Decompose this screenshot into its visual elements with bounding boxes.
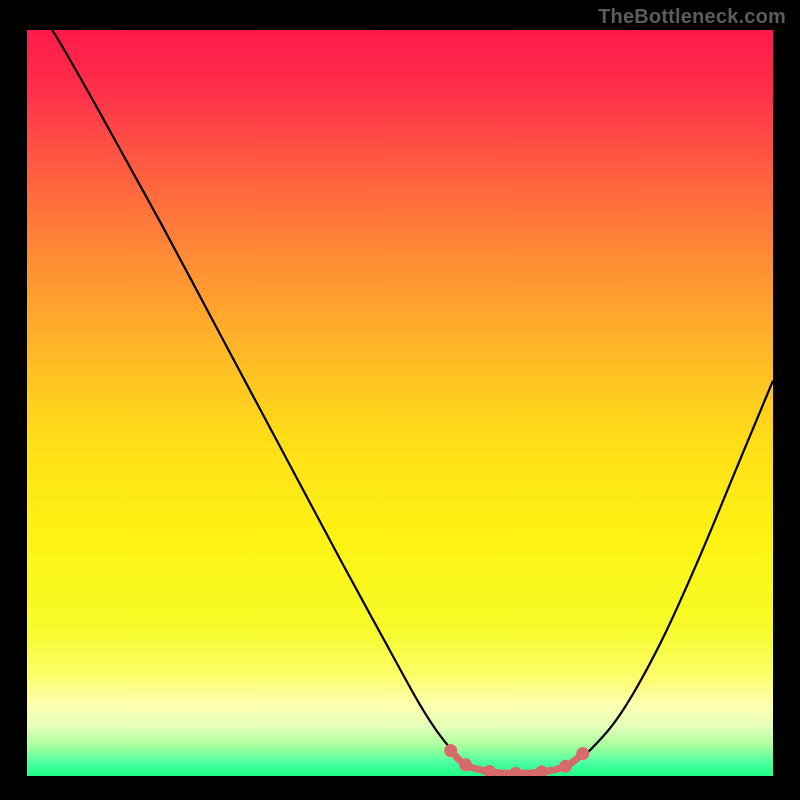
curve-marker (576, 747, 589, 760)
curve-marker (559, 760, 572, 773)
curve-marker (444, 744, 457, 757)
gradient-background (27, 30, 773, 776)
curve-marker (459, 758, 472, 771)
watermark-text: TheBottleneck.com (598, 6, 786, 29)
bottleneck-chart (27, 30, 773, 776)
